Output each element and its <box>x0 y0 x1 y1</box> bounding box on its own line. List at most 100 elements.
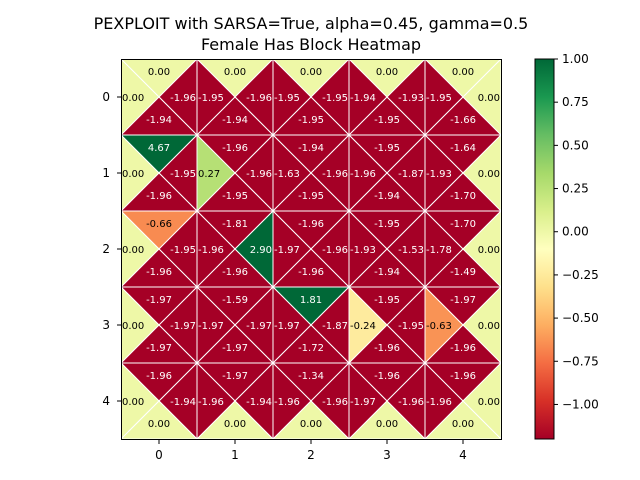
x-tick-label: 4 <box>459 448 467 462</box>
cell-1-4-left-label: -1.93 <box>426 169 452 180</box>
cell-0-2-top-label: 0.00 <box>300 67 322 78</box>
cell-1-2-top-label: -1.94 <box>298 143 324 154</box>
cell-3-0-bottom-label: -1.97 <box>146 343 172 354</box>
y-axis-ticks: 0 1 2 3 4 <box>102 90 121 408</box>
colorbar-tick-label: 0.25 <box>562 182 589 196</box>
cell-0-4-bottom-label: -1.66 <box>450 115 476 126</box>
cell-4-2-right-label: -1.96 <box>322 397 348 408</box>
cell-1-1-right-label: -1.96 <box>246 169 272 180</box>
chart-title-line-1: PEXPLOIT with SARSA=True, alpha=0.45, ga… <box>94 14 529 33</box>
cell-0-4-right-label: 0.00 <box>478 93 500 104</box>
cell-4-4-bottom-label: 0.00 <box>452 419 474 430</box>
cell-4-2-bottom-label: 0.00 <box>300 419 322 430</box>
cell-1-3-right-label: -1.87 <box>398 169 424 180</box>
cell-3-2-left-label: -1.97 <box>274 321 300 332</box>
cell-2-0-left-label: 0.00 <box>122 245 144 256</box>
cell-0-0-left-label: 0.00 <box>122 93 144 104</box>
cell-1-4-right-label: 0.00 <box>478 169 500 180</box>
cell-1-1-left-label: 0.27 <box>198 169 220 180</box>
cell-3-3-top-label: -1.95 <box>374 295 400 306</box>
cell-1-3-top-label: -1.95 <box>374 143 400 154</box>
cell-4-4-left-label: -1.96 <box>426 397 452 408</box>
colorbar-tick-label: 1.00 <box>562 52 589 66</box>
y-tick-label: 1 <box>102 166 110 180</box>
cell-4-1-bottom-label: 0.00 <box>224 419 246 430</box>
cell-2-1-top-label: -1.81 <box>222 219 248 230</box>
cell-4-0-right-label: -1.94 <box>170 397 196 408</box>
cell-3-0-left-label: 0.00 <box>122 321 144 332</box>
cell-1-2-right-label: -1.96 <box>322 169 348 180</box>
cell-0-1-left-label: -1.95 <box>198 93 224 104</box>
cell-0-3-left-label: -1.94 <box>350 93 376 104</box>
cell-2-2-bottom-label: -1.96 <box>298 267 324 278</box>
cell-2-4-left-label: -1.78 <box>426 245 452 256</box>
cell-4-3-left-label: -1.97 <box>350 397 376 408</box>
colorbar-tick-label: −0.75 <box>562 354 599 368</box>
colorbar-tick-label: 0.50 <box>562 138 589 152</box>
cell-4-1-left-label: -1.96 <box>198 397 224 408</box>
cell-1-2-left-label: -1.63 <box>274 169 300 180</box>
cell-2-3-top-label: -1.95 <box>374 219 400 230</box>
cell-0-4-top-label: 0.00 <box>452 67 474 78</box>
cell-3-0-right-label: -1.97 <box>170 321 196 332</box>
cell-4-0-top-label: -1.96 <box>146 371 172 382</box>
colorbar-tick-label: −1.00 <box>562 397 599 411</box>
cell-0-1-right-label: -1.96 <box>246 93 272 104</box>
cell-1-0-top-label: 4.67 <box>148 143 170 154</box>
cell-4-1-right-label: -1.94 <box>246 397 272 408</box>
cell-2-2-right-label: -1.96 <box>322 245 348 256</box>
cell-3-3-left-label: -0.24 <box>350 321 376 332</box>
heatmap-value-labels: 0.000.00 -1.96-1.940.00-1.95 -1.96-1.940.0… <box>122 67 500 430</box>
x-tick-label: 1 <box>231 448 239 462</box>
cell-3-4-top-label: -1.97 <box>450 295 476 306</box>
x-tick-label: 0 <box>155 448 163 462</box>
cell-0-2-bottom-label: -1.95 <box>298 115 324 126</box>
x-tick-label: 2 <box>307 448 315 462</box>
cell-0-0-right-label: -1.96 <box>170 93 196 104</box>
cell-2-3-left-label: -1.93 <box>350 245 376 256</box>
cell-0-0-top-label: 0.00 <box>148 67 170 78</box>
cell-2-0-top-label: -0.66 <box>146 219 172 230</box>
colorbar-tick-label: −0.25 <box>562 268 599 282</box>
plot-frame <box>121 59 502 440</box>
cell-2-4-bottom-label: -1.49 <box>450 267 476 278</box>
cell-1-3-left-label: -1.96 <box>350 169 376 180</box>
cell-3-1-left-label: -1.97 <box>198 321 224 332</box>
chart-title-line-2: Female Has Block Heatmap <box>201 35 421 54</box>
cell-1-3-bottom-label: -1.94 <box>374 191 400 202</box>
cell-4-2-top-label: -1.34 <box>298 371 324 382</box>
cell-1-4-top-label: -1.64 <box>450 143 476 154</box>
cell-0-1-bottom-label: -1.94 <box>222 115 248 126</box>
cell-3-1-bottom-label: -1.97 <box>222 343 248 354</box>
cell-2-4-top-label: -1.70 <box>450 219 476 230</box>
cell-2-2-left-label: -1.97 <box>274 245 300 256</box>
cell-4-4-top-label: -1.96 <box>450 371 476 382</box>
heatmap-cells <box>119 57 503 441</box>
cell-3-4-bottom-label: -1.96 <box>450 343 476 354</box>
y-tick-label: 4 <box>102 394 110 408</box>
x-axis-ticks: 0 1 2 3 4 <box>155 440 467 462</box>
cell-4-3-top-label: -1.96 <box>374 371 400 382</box>
cell-2-1-right-label: 2.90 <box>250 245 272 256</box>
cell-0-2-left-label: -1.95 <box>274 93 300 104</box>
cell-4-0-left-label: 0.00 <box>122 397 144 408</box>
cell-2-1-left-label: -1.96 <box>198 245 224 256</box>
cell-3-2-bottom-label: -1.72 <box>298 343 324 354</box>
cell-1-1-top-label: -1.96 <box>222 143 248 154</box>
cell-3-4-left-label: -0.63 <box>426 321 452 332</box>
cell-4-2-left-label: -1.96 <box>274 397 300 408</box>
cell-2-0-bottom-label: -1.96 <box>146 267 172 278</box>
cell-3-3-right-label: -1.95 <box>398 321 424 332</box>
cell-2-3-right-label: -1.53 <box>398 245 424 256</box>
colorbar-tick-label: 0.75 <box>562 95 589 109</box>
cell-1-0-left-label: 0.00 <box>122 169 144 180</box>
cell-3-4-right-label: 0.00 <box>478 321 500 332</box>
cell-2-3-bottom-label: -1.94 <box>374 267 400 278</box>
cell-4-0-bottom-label: 0.00 <box>148 419 170 430</box>
cell-4-3-right-label: -1.96 <box>398 397 424 408</box>
cell-0-3-bottom-label: -1.95 <box>374 115 400 126</box>
cell-3-2-top-label: 1.81 <box>300 295 322 306</box>
cell-0-4-left-label: -1.95 <box>426 93 452 104</box>
cell-1-0-bottom-label: -1.96 <box>146 191 172 202</box>
